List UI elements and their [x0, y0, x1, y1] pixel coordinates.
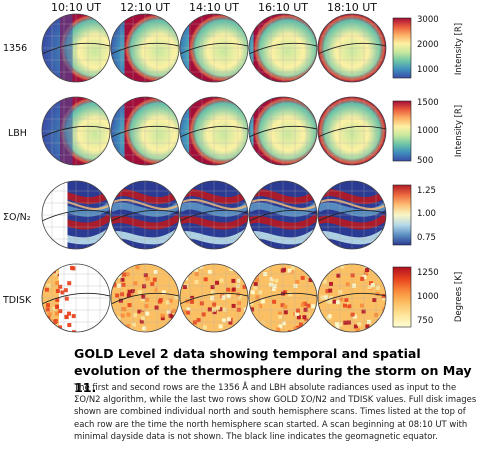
colorbar-on2-tick-low: 0.75 — [417, 233, 436, 243]
colorbar-tdisk-gradient — [392, 266, 412, 328]
geomagnetic-equator-line — [180, 42, 248, 55]
colorbar-tdisk-title: Degrees [K] — [454, 272, 464, 322]
colorbar-on2: 1.25 1.00 0.75 — [392, 184, 436, 246]
disk-lbh-0 — [41, 96, 111, 166]
geomagnetic-equator-line — [249, 125, 317, 138]
disk-on2-3 — [248, 180, 318, 250]
colorbar-1356-gradient — [392, 17, 412, 79]
geomagnetic-equator-line — [249, 42, 317, 55]
geomagnetic-equator-line — [111, 125, 179, 138]
geomagnetic-equator-line — [318, 125, 386, 138]
caption-body: The first and second rows are the 1356 Å… — [74, 382, 477, 441]
colorbar-on2-gradient — [392, 184, 412, 246]
geomagnetic-equator-line — [318, 292, 386, 305]
disk-lbh-2 — [179, 96, 249, 166]
colorbar-1356: 3000 2000 1000 Intensity [R] — [392, 15, 464, 79]
colorbar-lbh-gradient — [392, 100, 412, 162]
colorbar-lbh-tick-top: 1500 — [417, 98, 439, 108]
disk-tdisk-2 — [179, 263, 249, 333]
disk-tdisk-0 — [41, 263, 111, 333]
column-header-1010: 10:10 UT — [51, 1, 101, 14]
geomagnetic-equator-line — [180, 125, 248, 138]
disk-on2-0 — [41, 180, 111, 250]
disk-lbh-1 — [110, 96, 180, 166]
colorbar-1356-tick-low: 1000 — [417, 65, 439, 75]
disk-grid — [41, 13, 387, 333]
colorbar-lbh-tick-mid: 1000 — [417, 126, 439, 136]
disk-on2-1 — [110, 180, 180, 250]
column-header-1210: 12:10 UT — [120, 1, 170, 14]
row-label-1356: 1356 — [3, 43, 27, 54]
geomagnetic-equator-line — [42, 125, 110, 138]
gold-figure-panel: 10:10 UT 12:10 UT 14:10 UT 16:10 UT 18:1… — [2, 1, 464, 333]
colorbar-lbh-tick-low: 500 — [417, 156, 433, 166]
geomagnetic-equator-line — [42, 209, 110, 222]
disk-1356-0 — [41, 13, 111, 83]
colorbar-on2-tick-mid: 1.00 — [417, 209, 436, 219]
geomagnetic-equator-line — [111, 42, 179, 55]
colorbars: 3000 2000 1000 Intensity [R] 1500 1000 5… — [392, 15, 464, 328]
column-header-1410: 14:10 UT — [189, 1, 239, 14]
row-label-tdisk: TDISK — [2, 295, 32, 306]
disk-lbh-3 — [248, 96, 318, 166]
caption-title: GOLD Level 2 data showing temporal and s… — [74, 346, 472, 395]
disk-on2-4 — [317, 180, 387, 250]
colorbar-tdisk-tick-top: 1250 — [417, 268, 439, 278]
geomagnetic-equator-line — [249, 292, 317, 305]
disk-1356-4 — [317, 13, 387, 83]
disk-tdisk-4 — [317, 263, 387, 333]
geomagnetic-equator-line — [111, 209, 179, 222]
colorbar-1356-title: Intensity [R] — [454, 23, 464, 75]
geomagnetic-equator-line — [318, 42, 386, 55]
row-labels: 1356 LBH ΣO/N₂ TDISK — [2, 43, 32, 306]
geomagnetic-equator-line — [180, 292, 248, 305]
colorbar-1356-tick-mid: 2000 — [417, 40, 439, 50]
geomagnetic-equator-line — [111, 292, 179, 305]
colorbar-lbh-title: Intensity [R] — [454, 105, 464, 157]
disk-1356-1 — [110, 13, 180, 83]
column-header-1810: 18:10 UT — [327, 1, 377, 14]
disk-1356-3 — [248, 13, 318, 83]
disk-tdisk-3 — [248, 263, 318, 333]
column-header-1610: 16:10 UT — [258, 1, 308, 14]
disk-lbh-4 — [317, 96, 387, 166]
geomagnetic-equator-line — [318, 209, 386, 222]
geomagnetic-equator-line — [42, 292, 110, 305]
colorbar-tdisk-tick-mid: 1000 — [417, 292, 439, 302]
disk-1356-2 — [179, 13, 249, 83]
geomagnetic-equator-line — [180, 209, 248, 222]
colorbar-tdisk-tick-low: 750 — [417, 316, 433, 326]
geomagnetic-equator-line — [42, 42, 110, 55]
colorbar-1356-tick-top: 3000 — [417, 15, 439, 25]
disk-tdisk-1 — [110, 263, 180, 333]
colorbar-on2-tick-top: 1.25 — [417, 186, 436, 196]
disk-on2-2 — [179, 180, 249, 250]
column-headers: 10:10 UT 12:10 UT 14:10 UT 16:10 UT 18:1… — [51, 1, 377, 14]
row-label-lbh: LBH — [8, 128, 27, 139]
geomagnetic-equator-line — [249, 209, 317, 222]
colorbar-lbh: 1500 1000 500 Intensity [R] — [392, 98, 464, 166]
colorbar-tdisk: 1250 1000 750 Degrees [K] — [392, 266, 464, 328]
row-label-on2: ΣO/N₂ — [3, 212, 31, 223]
